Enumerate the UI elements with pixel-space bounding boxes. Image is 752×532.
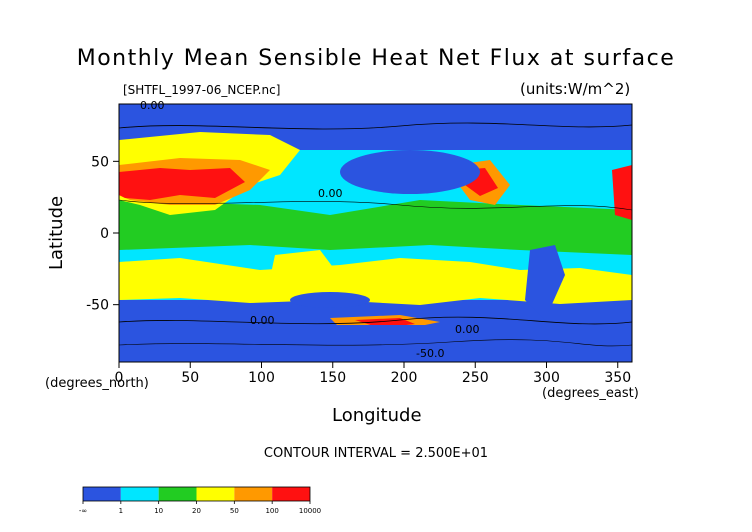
colorbar-segment bbox=[196, 487, 235, 501]
field-samerica bbox=[525, 245, 565, 320]
colorbar-tick-label: 10000 bbox=[299, 507, 321, 515]
x-tick-label: 200 bbox=[391, 370, 418, 386]
colorbar-tick-label: 100 bbox=[265, 507, 278, 515]
colorbar-tick-label: 10 bbox=[154, 507, 163, 515]
contour-interval-note: CONTOUR INTERVAL = 2.500E+01 bbox=[263, 446, 489, 461]
x-tick-label: 300 bbox=[533, 370, 560, 386]
colorbar-tick-label: 20 bbox=[192, 507, 201, 515]
contour-value-label: -50.0 bbox=[416, 347, 444, 360]
y-axis: 50 0 -50 bbox=[86, 154, 119, 314]
contour-line bbox=[119, 316, 632, 325]
x-units-label: (degrees_east) bbox=[542, 386, 639, 401]
y-tick-label: 0 bbox=[100, 226, 109, 242]
contour-line bbox=[119, 199, 632, 211]
field-africa-red bbox=[612, 165, 632, 220]
contour-value-label: 0.00 bbox=[455, 323, 480, 336]
colorbar-tick-label: 1 bbox=[119, 507, 123, 515]
heatmap-field bbox=[119, 104, 632, 362]
field-green-tropics bbox=[119, 200, 632, 255]
x-tick-label: 0 bbox=[115, 370, 124, 386]
x-axis: 0 50 100 150 200 250 300 350 bbox=[115, 362, 631, 386]
colorbar-segment bbox=[234, 487, 273, 501]
field-australia bbox=[270, 250, 335, 285]
contour-value-label: 0.00 bbox=[318, 187, 343, 200]
colorbar-tick-label: -∞ bbox=[79, 507, 87, 515]
y-tick-label: 50 bbox=[91, 154, 109, 170]
x-tick-label: 250 bbox=[462, 370, 489, 386]
colorbar-segment bbox=[272, 487, 310, 501]
x-axis-title: Longitude bbox=[332, 405, 422, 426]
colorbar-segment bbox=[83, 487, 121, 501]
contour-line bbox=[119, 122, 632, 130]
contour-value-label: 0.00 bbox=[250, 314, 275, 327]
chart-title: Monthly Mean Sensible Heat Net Flux at s… bbox=[76, 46, 676, 71]
y-tick-label: -50 bbox=[86, 298, 109, 314]
x-tick-label: 350 bbox=[604, 370, 631, 386]
field-eurasia-red bbox=[119, 168, 245, 200]
contour-labels: 0.00 0.00 0.00 0.00 -50.0 bbox=[140, 99, 480, 360]
field-npacific-blue bbox=[340, 150, 480, 194]
x-tick-label: 50 bbox=[181, 370, 199, 386]
y-units-label: (degrees_north) bbox=[45, 376, 149, 391]
y-axis-title: Latitude bbox=[46, 195, 67, 270]
x-tick-label: 150 bbox=[319, 370, 346, 386]
colorbar-tick-label: 50 bbox=[230, 507, 239, 515]
dataset-filename: [SHTFL_1997-06_NCEP.nc] bbox=[123, 83, 281, 97]
units-label: (units:W/m^2) bbox=[520, 80, 631, 98]
colorbar-segment bbox=[120, 487, 159, 501]
x-tick-label: 100 bbox=[248, 370, 275, 386]
colorbar: -∞ 1 10 20 50 100 10000 bbox=[79, 486, 321, 515]
contour-line bbox=[119, 339, 632, 347]
field-spacific-blue bbox=[290, 292, 370, 308]
field-yellow-south bbox=[119, 258, 632, 305]
colorbar-segment bbox=[158, 487, 197, 501]
contour-value-label: 0.00 bbox=[140, 99, 165, 112]
